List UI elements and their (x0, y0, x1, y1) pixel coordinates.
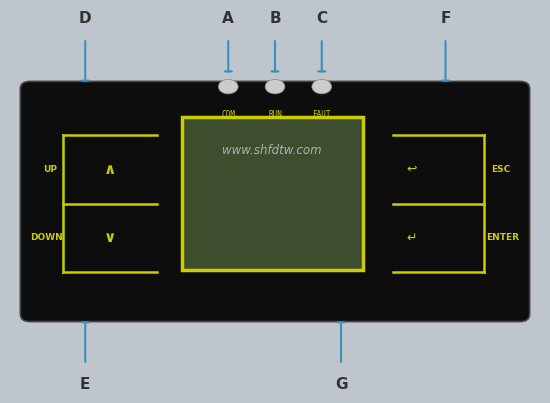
Text: E: E (80, 377, 90, 393)
Circle shape (265, 79, 285, 94)
Text: FAUT: FAUT (312, 110, 331, 118)
Text: ∧: ∧ (104, 162, 116, 177)
Circle shape (312, 79, 332, 94)
Text: D: D (79, 10, 91, 26)
Text: B: B (269, 10, 281, 26)
Text: F: F (441, 10, 450, 26)
Bar (182, 117, 363, 270)
Text: COM: COM (221, 110, 235, 118)
Text: C: C (316, 10, 327, 26)
Text: A: A (222, 10, 234, 26)
Text: RUN: RUN (268, 110, 282, 118)
Text: ∨: ∨ (104, 230, 116, 245)
Circle shape (218, 79, 238, 94)
FancyBboxPatch shape (20, 81, 530, 322)
Text: www.shfdtw.com: www.shfdtw.com (222, 144, 322, 157)
Text: ↩: ↩ (406, 163, 417, 176)
Text: ENTER: ENTER (486, 233, 519, 242)
Text: ↵: ↵ (406, 231, 417, 244)
Text: ESC: ESC (491, 165, 510, 174)
Text: G: G (335, 377, 347, 393)
Text: DOWN: DOWN (30, 233, 63, 242)
Text: UP: UP (43, 165, 58, 174)
